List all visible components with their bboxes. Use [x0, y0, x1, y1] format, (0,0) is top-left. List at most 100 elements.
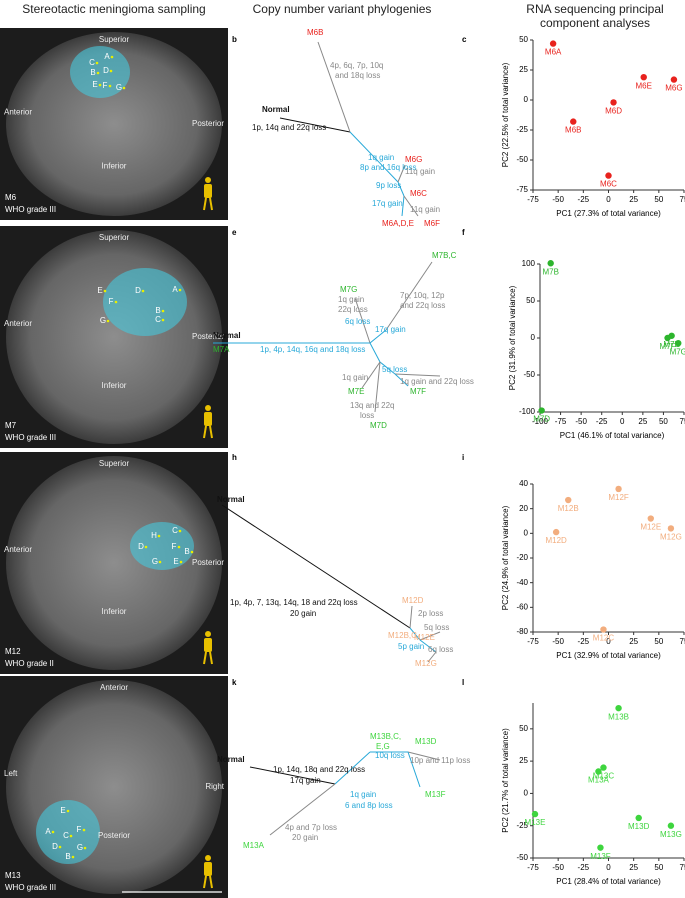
figure-legs	[203, 197, 207, 211]
tree-label: 4p and 7p loss	[285, 823, 337, 832]
tree-branch	[394, 373, 441, 377]
figure-legs	[203, 425, 207, 439]
tree-label: 11q gain	[405, 167, 435, 176]
orientation-label: Anterior	[4, 545, 32, 554]
x-tick-label: 75	[680, 637, 685, 646]
tree-label: 2p loss	[418, 609, 443, 618]
sample-label: F	[109, 297, 114, 306]
tree-label: 11q gain	[410, 205, 440, 214]
orientation-label: Anterior	[4, 108, 32, 117]
y-axis-label: PC2 (22.5% of total variance)	[501, 62, 510, 167]
tree-label: M7D	[370, 421, 387, 430]
grade: WHO grade III	[5, 433, 56, 442]
y-tick-label: 0	[524, 528, 529, 537]
figure-head	[205, 631, 211, 637]
tree-label: M6F	[424, 219, 440, 228]
tree-label: 1q gain	[368, 153, 394, 162]
sample-label: F	[172, 542, 177, 551]
figure-head	[205, 855, 211, 861]
x-tick-label: -50	[552, 637, 564, 646]
tree-label: 13q and 22q	[350, 401, 395, 410]
tree-label: M6G	[405, 155, 422, 164]
tree-branch	[279, 117, 351, 133]
tree-label: E,G	[376, 742, 390, 751]
y-tick-label: -40	[516, 578, 528, 587]
sample-dot	[96, 71, 100, 75]
x-axis-label: PC1 (28.4% of total variance)	[556, 877, 661, 886]
tree-branch	[397, 164, 406, 183]
grade: WHO grade III	[5, 883, 56, 892]
figure-head	[205, 177, 211, 183]
x-tick-label: 50	[654, 863, 663, 872]
x-axis-label: PC1 (46.1% of total variance)	[560, 431, 665, 440]
grade: WHO grade III	[5, 205, 56, 214]
tree-label: 22q loss	[338, 305, 368, 314]
x-tick-label: -50	[552, 195, 564, 204]
y-tick-label: 50	[519, 724, 528, 733]
point-label: M13A	[588, 776, 610, 785]
x-tick-label: 75	[680, 417, 685, 426]
point	[531, 810, 539, 818]
sample-label: C	[172, 526, 178, 535]
sample-dot	[157, 534, 161, 538]
sample-dot	[58, 845, 62, 849]
patient-id: M13	[5, 871, 21, 880]
panel-letter: k	[232, 678, 237, 687]
x-tick-label: -75	[555, 417, 567, 426]
tree-branch	[379, 361, 396, 375]
sample-dot	[66, 809, 70, 813]
sample-dot	[178, 288, 182, 292]
brain-render	[6, 680, 222, 894]
figure-body	[204, 184, 212, 198]
tree-branch	[403, 195, 419, 217]
y-tick-label: 0	[524, 789, 529, 798]
tree-label: M12B,C	[388, 631, 417, 640]
sample-label: E	[97, 286, 102, 295]
point-label: M7F	[660, 342, 676, 351]
x-tick-label: -100	[532, 417, 549, 426]
sample-label: F	[103, 81, 108, 90]
sample-dot	[51, 830, 55, 834]
sample-label: C	[89, 58, 95, 67]
tumor	[70, 46, 130, 98]
tree-label: 5p gain	[398, 642, 424, 651]
x-tick-label: -50	[575, 417, 587, 426]
x-tick-label: -75	[527, 195, 539, 204]
tree-branch	[369, 342, 381, 363]
x-tick-label: -25	[578, 863, 590, 872]
point-label: M13F	[590, 852, 611, 861]
point	[600, 626, 607, 633]
x-tick-label: 25	[629, 195, 638, 204]
panel-letter: l	[462, 678, 464, 687]
tree-label: M6A,D,E	[382, 219, 414, 228]
point-label: M13E	[525, 818, 546, 827]
orientation-label: Inferior	[102, 161, 127, 170]
tree-branch	[409, 627, 421, 641]
point	[605, 172, 612, 179]
tree-label: M7E	[348, 387, 364, 396]
tree-label: 1p, 14q and 22q loss	[252, 123, 326, 132]
point	[640, 74, 647, 81]
sample-label: D	[103, 66, 109, 75]
sample-label: A	[104, 52, 110, 61]
x-tick-label: -75	[527, 863, 539, 872]
tree-label: M13F	[425, 790, 446, 799]
tree-branch	[354, 297, 371, 344]
tree-label: 7p, 10q, 12p	[400, 291, 445, 300]
sample-dot	[82, 828, 86, 832]
orientation-label: Superior	[99, 233, 130, 242]
x-tick-label: 25	[638, 417, 647, 426]
y-axis-label: PC2 (21.7% of total variance)	[501, 728, 510, 833]
x-tick-label: 50	[659, 417, 668, 426]
tree-label: M13D	[415, 737, 437, 746]
figure-legs	[209, 197, 213, 211]
sample-dot	[144, 545, 148, 549]
x-tick-label: 50	[654, 637, 663, 646]
sample-label: E	[60, 806, 65, 815]
point	[675, 339, 682, 347]
x-tick-label: -25	[578, 195, 590, 204]
y-tick-label: 0	[524, 95, 529, 104]
figure-body	[204, 862, 212, 876]
sample-label: D	[52, 842, 58, 851]
